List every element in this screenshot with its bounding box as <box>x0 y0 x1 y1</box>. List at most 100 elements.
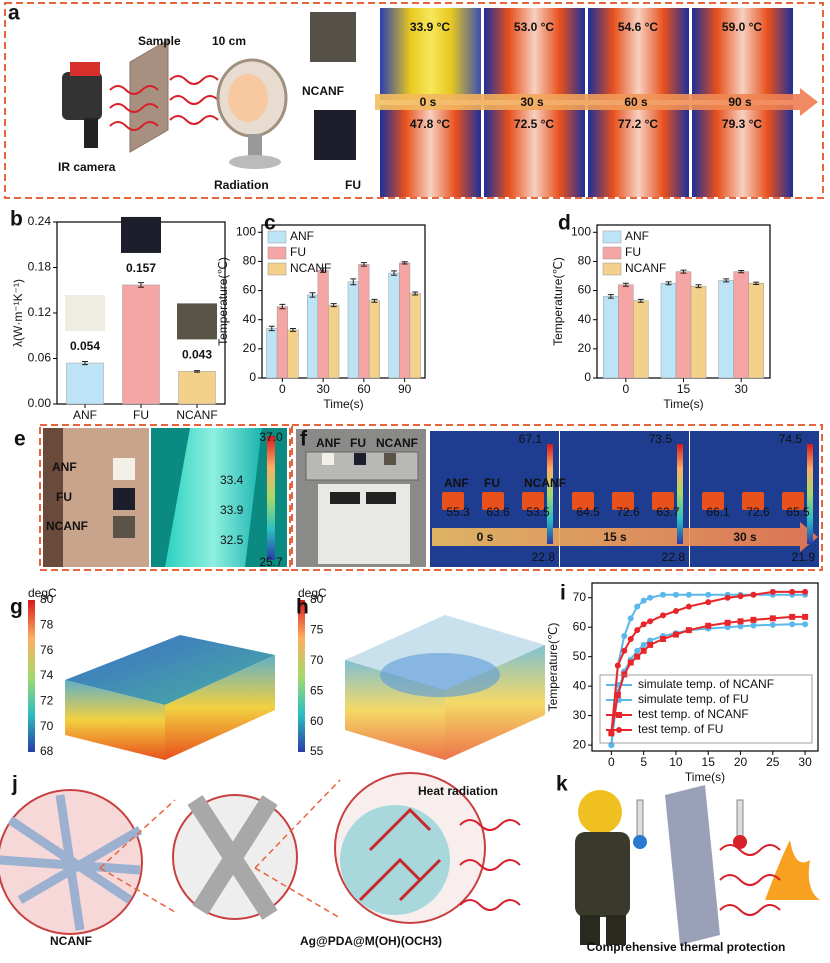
marker <box>750 622 757 629</box>
y-tick-label: 0 <box>584 370 591 384</box>
time-label: 60 s <box>624 95 648 109</box>
marker <box>724 619 731 626</box>
marker <box>627 659 634 666</box>
x-tick-label: 15 <box>677 382 691 396</box>
time-arrow <box>432 522 818 552</box>
sample-label: NCANF <box>524 476 566 490</box>
colorbar-tick: 80 <box>310 592 324 606</box>
scale-label: 67.1 <box>519 432 543 446</box>
marker <box>672 608 679 614</box>
heated-sample <box>522 492 544 510</box>
time-label: 30 s <box>733 530 757 544</box>
spot-temp: 65.5 <box>786 505 810 519</box>
colorbar <box>298 600 305 752</box>
anf-swatch <box>322 453 334 465</box>
marker <box>750 591 757 598</box>
colorbar-tick: 78 <box>40 618 54 632</box>
sample-label: ANF <box>52 460 77 474</box>
panel-label: i <box>560 582 566 605</box>
y-tick-label: 60 <box>573 619 587 633</box>
time-arrow <box>375 88 818 116</box>
time-label: 0 s <box>477 530 494 544</box>
heat-waves <box>109 75 219 131</box>
heated-sample <box>482 492 504 510</box>
spot-temp: 72.6 <box>616 505 640 519</box>
sample-label: NCANF <box>376 436 418 450</box>
y-tick-label: 60 <box>243 283 257 297</box>
marker <box>621 671 628 678</box>
error-bar <box>680 269 687 274</box>
error-bar <box>637 298 644 303</box>
legend-label: NCANF <box>290 261 331 275</box>
marker <box>789 613 796 620</box>
marker <box>737 618 744 625</box>
sample-label: FU <box>56 490 72 504</box>
y-tick-label: 40 <box>243 312 257 326</box>
marker <box>789 588 796 595</box>
ir-image <box>380 8 481 100</box>
error-bar <box>412 291 419 296</box>
leg <box>606 915 626 945</box>
marker <box>660 591 667 598</box>
temperature: 47.8 °C <box>410 117 450 131</box>
bar <box>347 281 359 379</box>
ncanf-swatch <box>113 516 135 538</box>
fibers <box>0 794 143 931</box>
legend-label: test temp. of NCANF <box>638 707 749 721</box>
row-label: NCANF <box>302 84 344 98</box>
marker <box>737 623 744 630</box>
bar <box>733 271 749 379</box>
ir-image <box>588 8 689 100</box>
anf-swatch <box>113 458 135 480</box>
x-tick-label: ANF <box>73 408 97 422</box>
bar <box>266 328 278 379</box>
marker <box>660 612 667 619</box>
bar <box>276 306 288 379</box>
display <box>330 492 360 504</box>
sample-label: FU <box>350 436 366 450</box>
sample-label: ANF <box>316 436 341 450</box>
camera-grip <box>84 118 98 148</box>
heated-sample <box>742 492 764 510</box>
spot-temp: 72.6 <box>746 505 770 519</box>
panel-label: e <box>14 428 26 451</box>
colorbar-tick: 70 <box>40 719 54 733</box>
marker <box>705 591 712 598</box>
bar <box>748 283 764 379</box>
thermometer-bulb <box>633 835 647 849</box>
marker <box>614 692 621 698</box>
colorbar <box>267 436 275 560</box>
marker <box>647 641 654 648</box>
marker <box>640 641 647 648</box>
error-bar <box>268 325 275 332</box>
reflect-arrows <box>358 807 442 902</box>
x-tick-label: NCANF <box>176 408 217 422</box>
marker <box>640 647 647 654</box>
fiber <box>380 653 500 697</box>
bar <box>675 271 692 379</box>
bar <box>603 296 619 379</box>
bar <box>718 280 734 379</box>
sample-label: FU <box>484 476 500 490</box>
colorbar-tick: 80 <box>40 592 54 606</box>
colorbar <box>677 444 683 544</box>
ir-image <box>692 8 793 100</box>
heated-sample <box>782 492 804 510</box>
marker <box>802 613 809 620</box>
label: Sample <box>138 34 181 48</box>
sample-plate <box>129 39 169 153</box>
spot-temp: 33.9 <box>220 503 244 517</box>
x-tick-label: FU <box>133 408 149 422</box>
colorbar <box>807 444 813 544</box>
y-tick-label: 0.00 <box>28 396 52 410</box>
temperature: 79.3 °C <box>722 117 762 131</box>
marker <box>685 627 692 634</box>
x-tick-label: 15 <box>702 755 716 769</box>
fibers <box>187 795 278 920</box>
x-tick-label: 30 <box>798 755 812 769</box>
panel-label: a <box>8 2 20 25</box>
label: 10 cm <box>212 34 246 48</box>
marker <box>769 615 776 622</box>
x-tick-label: 30 <box>734 382 748 396</box>
panel-label: h <box>296 596 309 619</box>
